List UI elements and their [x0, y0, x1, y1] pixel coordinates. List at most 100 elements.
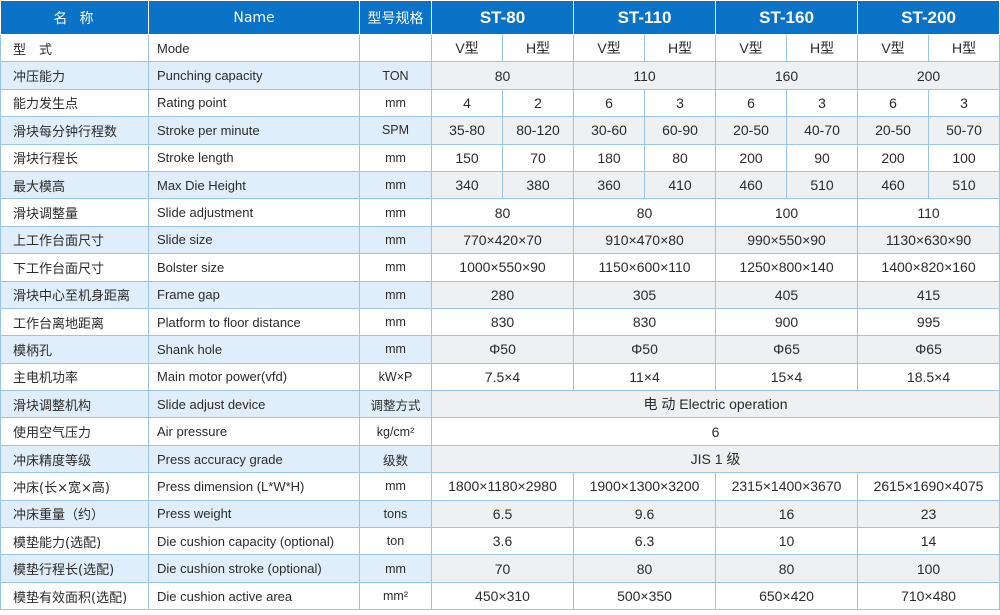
row-label-en: Max Die Height — [148, 170, 360, 200]
row-unit: mm — [359, 225, 432, 255]
row-value: 3 — [928, 88, 1000, 118]
table-row: 模垫能力(选配) Die cushion capacity (optional) t… — [0, 527, 1000, 556]
table-row: 滑块每分钟行程数 Stroke per minute SPM 35-80 80-120 3… — [0, 116, 1000, 145]
row-value: 80-120 — [501, 116, 575, 145]
row-value: 415 — [857, 280, 1000, 309]
row-label-en: Slide adjustment — [148, 198, 360, 227]
row-value: 3 — [644, 88, 717, 118]
row-value: 200 — [715, 143, 788, 172]
row-label-en: Air pressure — [148, 417, 360, 446]
row-value: V型 — [431, 33, 503, 63]
row-value: 18.5×4 — [857, 362, 1000, 392]
row-value: 200 — [857, 61, 1000, 90]
row-value: 10 — [715, 527, 859, 556]
row-value: 280 — [430, 280, 575, 309]
row-unit: mm — [359, 280, 432, 309]
row-value: 450×310 — [430, 581, 575, 611]
row-value: 电 动 Electric operation — [430, 390, 1000, 419]
row-value: 100 — [928, 143, 1000, 172]
row-unit: mm — [359, 198, 432, 227]
row-value: 35-80 — [431, 116, 503, 145]
row-value: 6.5 — [430, 499, 575, 529]
row-label-cn: 滑块行程长 — [0, 143, 149, 172]
table-row: 滑块调整量 Slide adjustment mm 80 80 100 110 — [0, 198, 1000, 227]
row-value: 1250×800×140 — [715, 253, 859, 282]
row-label-cn: 冲床重量（约） — [0, 499, 149, 529]
row-value: 830 — [430, 307, 575, 337]
row-value: 1130×630×90 — [857, 225, 1000, 255]
row-value: 80 — [573, 554, 717, 583]
header-model-st80: ST-80 — [430, 0, 575, 35]
row-value: 380 — [501, 170, 575, 200]
row-value: 20-50 — [857, 116, 930, 145]
row-label-cn: 上工作台面尺寸 — [0, 225, 149, 255]
row-label-cn: 主电机功率 — [0, 362, 149, 392]
row-value: 6.3 — [573, 527, 717, 556]
row-value: 60-90 — [644, 116, 717, 145]
row-value: 500×350 — [573, 581, 717, 611]
row-label-cn: 滑块每分钟行程数 — [0, 116, 149, 145]
row-value: H型 — [644, 33, 717, 63]
row-value: 6 — [715, 88, 788, 118]
header-row: 名称 Name 型号规格 ST-80 ST-110 ST-160 ST-200 — [0, 0, 1000, 35]
row-label-cn: 滑块中心至机身距离 — [0, 280, 149, 309]
row-value: 510 — [928, 170, 1000, 200]
row-label-en: Shank hole — [148, 335, 360, 364]
row-value: 23 — [857, 499, 1000, 529]
row-label-en: Frame gap — [148, 280, 360, 309]
row-unit: mm — [359, 143, 432, 172]
header-model-st200: ST-200 — [857, 0, 1000, 35]
row-value: 340 — [431, 170, 503, 200]
row-label-en: Die cushion active area — [148, 581, 360, 611]
header-model-st160: ST-160 — [715, 0, 859, 35]
row-value: 80 — [430, 61, 575, 90]
table-row: 滑块行程长 Stroke length mm 150 70 180 80 200 90 200 10… — [0, 143, 1000, 172]
header-name-cn: 名称 — [0, 0, 149, 35]
row-value: 40-70 — [786, 116, 859, 145]
row-value: 6 — [857, 88, 930, 118]
table-row: 型 式 Mode V型 H型 V型 H型 V型 H型 V型 H型 — [0, 33, 1000, 63]
row-label-en: Bolster size — [148, 253, 360, 282]
row-value: Φ50 — [430, 335, 575, 364]
row-label-cn: 模垫行程长(选配) — [0, 554, 149, 583]
row-label-cn: 型 式 — [0, 33, 149, 63]
row-label-cn: 模垫能力(选配) — [0, 527, 149, 556]
row-unit: mm — [359, 554, 432, 583]
row-value: Φ65 — [857, 335, 1000, 364]
row-unit: kg/cm² — [359, 417, 432, 446]
row-unit: TON — [359, 61, 432, 90]
table-row: 下工作台面尺寸 Bolster size mm 1000×550×90 1150×600… — [0, 253, 1000, 282]
row-unit: mm² — [359, 581, 432, 611]
row-label-cn: 最大模高 — [0, 170, 149, 200]
row-value: 15×4 — [715, 362, 859, 392]
row-value: 3.6 — [430, 527, 575, 556]
row-value: 80 — [430, 198, 575, 227]
row-value: 360 — [573, 170, 646, 200]
row-label-en: Press dimension (L*W*H) — [148, 472, 360, 501]
row-value: 80 — [715, 554, 859, 583]
row-unit: mm — [359, 307, 432, 337]
row-label-cn: 滑块调整量 — [0, 198, 149, 227]
row-unit: mm — [359, 88, 432, 118]
row-label-cn: 冲压能力 — [0, 61, 149, 90]
row-unit: tons — [359, 499, 432, 529]
row-value: 1800×1180×2980 — [430, 472, 575, 501]
row-unit: mm — [359, 170, 432, 200]
row-value: 70 — [501, 143, 575, 172]
row-value: JIS 1 级 — [430, 444, 1000, 474]
table-row: 冲床(长×宽×高) Press dimension (L*W*H) mm 1800×1… — [0, 472, 1000, 501]
row-label-cn: 冲床(长×宽×高) — [0, 472, 149, 501]
row-value: 1000×550×90 — [430, 253, 575, 282]
row-label-cn: 模柄孔 — [0, 335, 149, 364]
row-value: 305 — [573, 280, 717, 309]
row-label-en: Slide adjust device — [148, 390, 360, 419]
table-row: 工作台离地距离 Platform to floor distance mm 830 83… — [0, 307, 1000, 337]
row-value: 80 — [644, 143, 717, 172]
row-value: 1400×820×160 — [857, 253, 1000, 282]
row-label-en: Die cushion capacity (optional) — [148, 527, 360, 556]
row-value: 460 — [715, 170, 788, 200]
table-row: 冲压能力 Punching capacity TON 80 110 160 200 — [0, 61, 1000, 90]
row-value: 6 — [430, 417, 1000, 446]
row-value: 90 — [786, 143, 859, 172]
